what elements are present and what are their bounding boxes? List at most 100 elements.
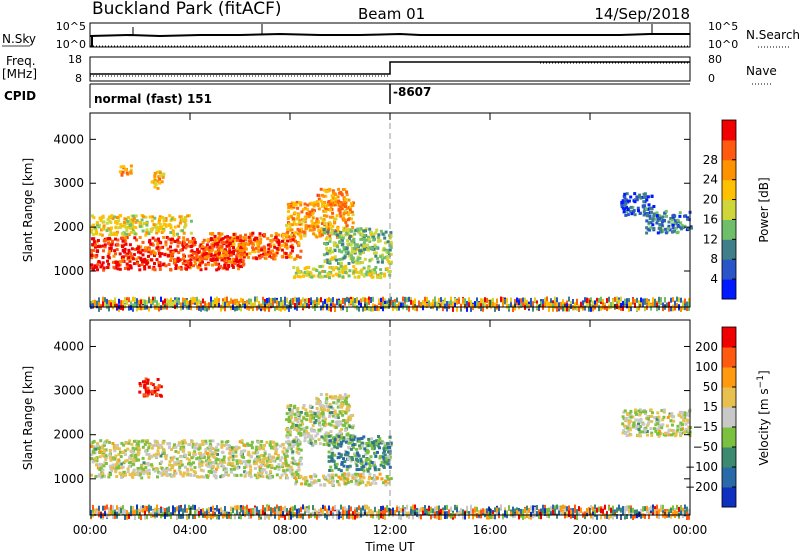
clutter-cell (222, 298, 224, 304)
data-cell (303, 439, 307, 443)
data-cell (257, 254, 261, 258)
data-cell (679, 227, 683, 231)
data-cell (356, 257, 360, 261)
data-cell (328, 413, 332, 417)
data-cell (338, 394, 342, 398)
clutter-cell (390, 300, 392, 306)
data-cell (256, 458, 260, 462)
data-cell (160, 252, 164, 256)
data-cell (269, 456, 272, 460)
clutter-cell (588, 306, 590, 312)
clutter-cell (374, 305, 376, 311)
data-cell (193, 240, 197, 244)
data-cell (147, 453, 151, 456)
data-cell (155, 440, 159, 444)
data-cell (379, 255, 383, 259)
clutter-cell (564, 306, 566, 312)
data-cell (100, 263, 104, 267)
data-cell (120, 173, 124, 177)
data-cell (331, 189, 335, 193)
data-cell (294, 470, 298, 474)
data-cell (230, 243, 234, 247)
data-cell (307, 433, 311, 436)
data-cell (268, 444, 272, 447)
data-cell (346, 481, 350, 484)
clutter-cell (612, 303, 614, 308)
clutter-cell (386, 300, 388, 306)
data-cell (304, 226, 308, 230)
data-cell (342, 457, 345, 461)
data-cell (330, 447, 334, 451)
clutter-cell (410, 297, 412, 302)
clutter-cell (262, 299, 264, 305)
clutter-cell (370, 298, 372, 303)
clutter-cell (118, 510, 120, 516)
clutter-cell (316, 297, 318, 303)
clutter-cell (256, 305, 258, 311)
data-cell (211, 263, 214, 267)
data-cell (353, 435, 357, 439)
clutter-cell (480, 302, 482, 308)
data-cell (158, 264, 162, 268)
data-cell (265, 456, 268, 460)
data-cell (328, 276, 331, 280)
data-cell (189, 258, 193, 262)
clutter-cell (440, 302, 442, 308)
data-cell (95, 223, 99, 227)
data-cell (681, 226, 685, 230)
data-cell (204, 447, 208, 451)
clutter-cell (236, 303, 238, 308)
data-cell (676, 428, 680, 432)
data-cell (130, 449, 134, 453)
data-cell (287, 206, 291, 210)
data-cell (360, 243, 364, 247)
data-cell (331, 211, 335, 215)
data-cell (327, 450, 331, 454)
clutter-cell (446, 306, 448, 312)
data-cell (245, 252, 249, 256)
data-cell (289, 204, 293, 208)
clutter-cell (454, 297, 456, 303)
data-cell (224, 251, 228, 255)
data-cell (176, 241, 180, 245)
clutter-cell (358, 306, 360, 312)
data-cell (228, 447, 232, 451)
data-cell (216, 254, 220, 258)
data-cell (349, 414, 353, 417)
data-cell (647, 203, 651, 207)
clutter-cell (148, 298, 150, 304)
data-cell (336, 405, 340, 409)
clutter-cell (108, 306, 110, 312)
noise-left-tick-bottom: 10^0 (56, 38, 86, 51)
clutter-cell (98, 505, 100, 511)
data-cell (162, 468, 166, 472)
data-cell (314, 442, 318, 446)
data-cell (183, 216, 187, 219)
data-cell (382, 256, 386, 260)
data-cell (144, 246, 147, 250)
data-cell (230, 451, 234, 455)
data-cell (212, 254, 216, 258)
data-cell (288, 430, 292, 434)
data-cell (98, 232, 102, 236)
data-cell (273, 245, 277, 249)
clutter-cell (606, 298, 608, 304)
data-cell (287, 215, 291, 219)
clutter-cell (232, 299, 234, 305)
data-cell (649, 221, 653, 224)
data-cell (178, 221, 182, 225)
data-cell (626, 213, 630, 217)
data-cell (209, 237, 213, 240)
data-cell (321, 423, 325, 426)
clutter-cell (228, 301, 230, 307)
data-cell (623, 192, 627, 196)
clutter-cell (556, 297, 558, 303)
data-cell (269, 244, 272, 248)
data-cell (296, 275, 300, 278)
data-cell (169, 226, 173, 230)
data-cell (262, 245, 266, 249)
data-cell (334, 193, 338, 197)
data-cell (389, 443, 393, 447)
data-cell (126, 216, 130, 220)
noise-right-tick-bottom: 10^0 (708, 38, 738, 51)
